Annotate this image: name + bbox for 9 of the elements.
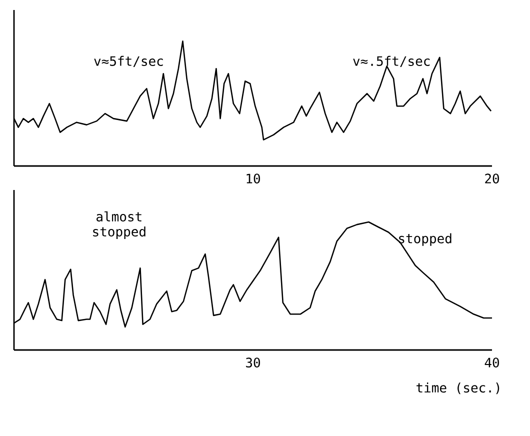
x-tick-label: 30 xyxy=(246,358,260,368)
annotation: v≈5ft/sec xyxy=(94,56,163,68)
annotation: stopped xyxy=(399,233,452,246)
x-tick-label: 10 xyxy=(246,174,260,184)
annotation: v≈.5ft/sec xyxy=(353,56,430,68)
x-tick-label: 20 xyxy=(485,174,499,184)
x-axis-title: time (sec.) xyxy=(416,382,500,394)
annotation: almost stopped xyxy=(93,211,146,240)
x-tick-label: 40 xyxy=(484,358,499,368)
